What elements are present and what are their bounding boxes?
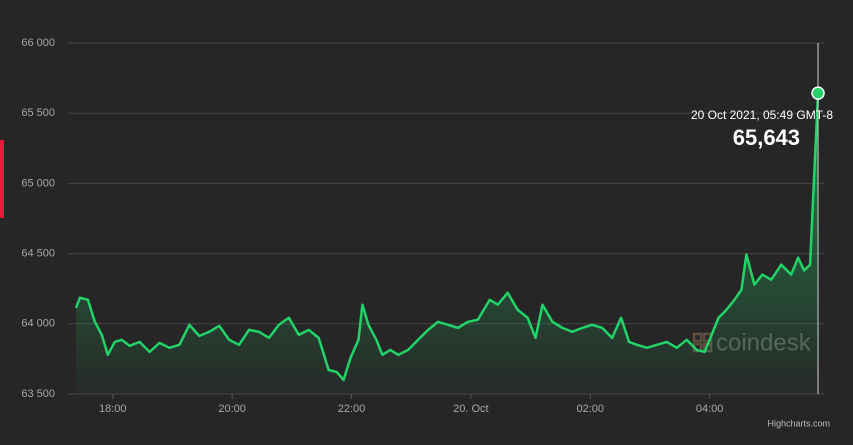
price-line <box>74 93 820 382</box>
y-tick-label: 63 500 <box>21 388 55 400</box>
tooltip-date: 20 Oct 2021, 05:49 GMT-8 <box>691 108 833 122</box>
x-tick-label: 02:00 <box>576 403 604 415</box>
x-tick-label: 22:00 <box>338 403 366 415</box>
y-tick-label: 64 000 <box>21 318 55 330</box>
x-tick-label: 20:00 <box>218 403 246 415</box>
credits[interactable]: Highcharts.com <box>767 418 830 428</box>
side-indicator <box>0 140 4 218</box>
tooltip-value: 65,643 <box>733 125 800 150</box>
y-tick-label: 65 500 <box>21 107 55 119</box>
axis-labels: 63 500 64 000 64 500 65 000 65 500 66 000 18:0… <box>21 37 723 415</box>
area-fill <box>75 93 819 395</box>
x-tick-label: 18:00 <box>99 403 127 415</box>
y-tick-label: 66 000 <box>21 37 55 49</box>
x-tick-label: 04:00 <box>696 403 724 415</box>
plot: 20 Oct 2021, 05:49 GMT-8 65,643 <box>74 43 833 395</box>
y-tick-label: 64 500 <box>21 248 55 260</box>
x-tick-label: 20. Oct <box>453 403 488 415</box>
y-tick-label: 65 000 <box>21 177 55 189</box>
hover-marker[interactable] <box>811 86 825 100</box>
logo-block <box>692 332 703 343</box>
